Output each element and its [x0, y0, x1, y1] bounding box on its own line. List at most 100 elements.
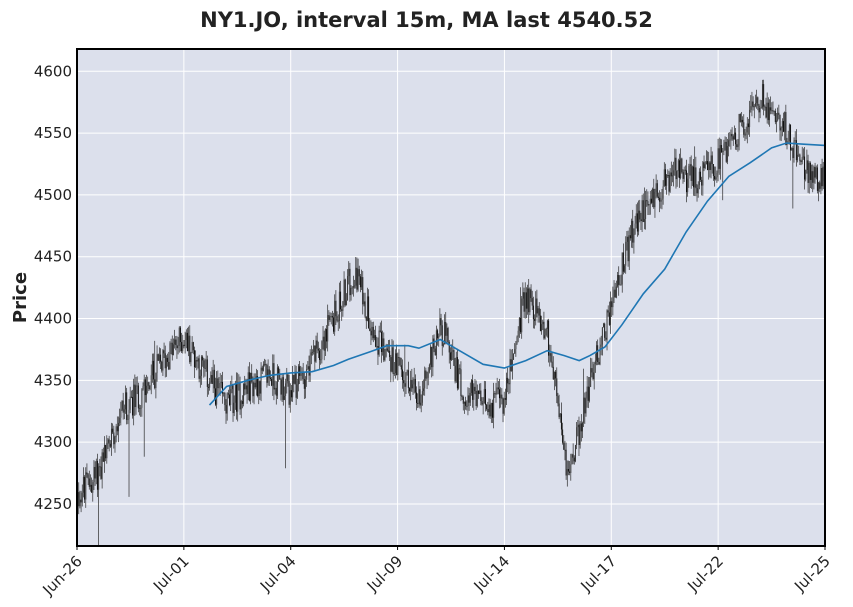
candle-body: [556, 378, 558, 397]
candle-body: [750, 106, 752, 110]
candle-body: [95, 460, 97, 479]
candle-body: [153, 360, 155, 380]
candle-body: [200, 356, 202, 376]
candle-body: [405, 372, 407, 387]
candle-body: [559, 413, 561, 418]
candle-body: [811, 171, 813, 180]
candle-body: [696, 188, 698, 194]
candle-body: [763, 84, 765, 107]
candle-body: [190, 353, 192, 363]
candle-body: [197, 358, 199, 362]
candle-body: [501, 394, 503, 399]
candle-body: [481, 401, 483, 405]
candle-body: [502, 398, 504, 414]
candle-body: [675, 157, 677, 180]
candle-body: [735, 132, 737, 145]
candle-body: [181, 342, 183, 352]
candle-body: [503, 397, 505, 414]
candle-body: [629, 235, 631, 239]
candle-body: [497, 387, 499, 390]
candle-body: [347, 276, 349, 301]
candle-body: [705, 161, 707, 165]
candle-body: [458, 368, 460, 389]
candle-body: [82, 476, 84, 493]
candle-body: [447, 328, 449, 343]
candle-body: [642, 200, 644, 223]
candle-body: [794, 140, 796, 141]
candle-body: [126, 392, 128, 420]
candle-body: [80, 499, 82, 503]
candle-body: [326, 329, 328, 342]
candle-body: [641, 200, 643, 222]
candle-body: [196, 360, 198, 362]
candle-body: [427, 371, 429, 378]
candle-body: [770, 107, 772, 111]
candle-body: [640, 219, 642, 222]
candle-body: [350, 288, 352, 296]
candle-body: [437, 330, 439, 339]
candle-body: [229, 394, 231, 405]
candle-body: [715, 177, 717, 180]
candle-body: [376, 346, 378, 347]
candle-body: [531, 298, 533, 306]
candle-body: [743, 122, 745, 135]
candle-body: [203, 360, 205, 369]
candle-body: [393, 373, 395, 375]
candle-body: [451, 351, 453, 360]
candle-body: [297, 366, 299, 385]
x-tick-label: Jul-04: [256, 552, 300, 596]
candle-body: [141, 389, 143, 408]
candle-body: [821, 167, 823, 187]
candle-body: [628, 235, 630, 262]
candle-body: [551, 361, 553, 367]
candle-body: [488, 404, 490, 413]
candle-body: [783, 121, 785, 132]
candle-body: [300, 373, 302, 376]
candle-body: [378, 330, 380, 355]
candle-body: [579, 423, 581, 446]
candle-body: [819, 182, 821, 189]
candle-body: [491, 402, 493, 418]
candle-body: [689, 164, 691, 167]
y-tick-label: 4350: [34, 371, 72, 389]
candle-body: [211, 375, 213, 384]
candle-body: [418, 389, 420, 404]
candle-body: [348, 268, 350, 277]
candle-body: [477, 390, 479, 394]
candle-body: [164, 353, 166, 369]
candle-body: [627, 236, 629, 262]
candle-body: [324, 329, 326, 351]
candle-body: [768, 107, 770, 121]
candle-body: [336, 316, 338, 321]
candle-body: [93, 466, 95, 483]
candle-body: [292, 374, 294, 398]
candle-body: [580, 423, 582, 432]
candle-body: [625, 241, 627, 266]
candle-body: [275, 387, 277, 396]
candle-body: [565, 449, 567, 476]
candle-body: [411, 379, 413, 389]
x-tick-label: Jul-22: [683, 552, 727, 596]
candle-body: [487, 409, 489, 413]
candle-body: [287, 374, 289, 382]
candle-body: [788, 124, 790, 141]
candle-body: [302, 372, 304, 379]
candle-body: [562, 429, 564, 443]
candle-body: [268, 369, 270, 378]
candle-body: [440, 318, 442, 326]
y-axis-label: Price: [10, 272, 31, 323]
candle-body: [375, 335, 377, 347]
candle-body: [266, 365, 268, 383]
candle-body: [626, 236, 628, 242]
candle-body: [506, 377, 508, 400]
candle-body: [622, 252, 624, 272]
candle-body: [690, 164, 692, 181]
candle-body: [489, 404, 491, 417]
candle-body: [538, 308, 540, 316]
candle-body: [578, 424, 580, 446]
candle-body: [257, 376, 259, 396]
candle-body: [338, 291, 340, 322]
candle-body: [657, 196, 659, 198]
candle-body: [613, 289, 615, 298]
candle-body: [337, 320, 339, 322]
